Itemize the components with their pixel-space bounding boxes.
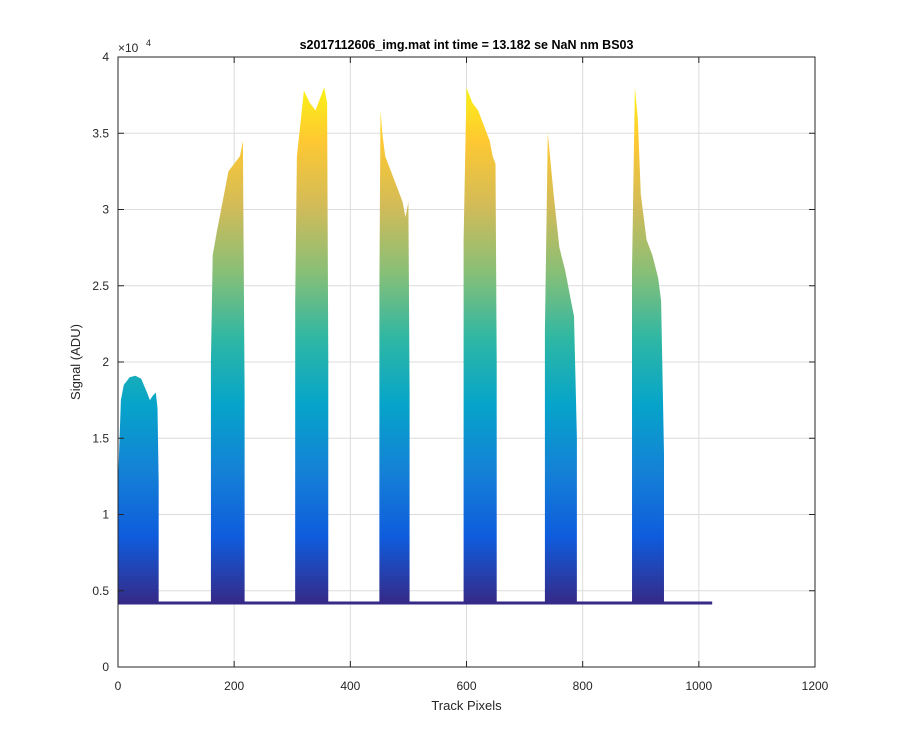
x-tick-label: 1200 bbox=[802, 679, 829, 693]
y-tick-label: 0 bbox=[102, 660, 109, 674]
x-tick-labels: 0 200 400 600 800 1000 1200 bbox=[115, 679, 829, 693]
signal-peak-5 bbox=[463, 87, 497, 603]
x-axis-title: Track Pixels bbox=[431, 698, 502, 713]
signal-peak-3 bbox=[295, 87, 329, 603]
y-tick-label: 1.5 bbox=[92, 431, 109, 445]
signal-peak-6 bbox=[544, 133, 577, 603]
y-tick-label: 3.5 bbox=[92, 126, 109, 140]
x-tick-label: 0 bbox=[115, 679, 122, 693]
y-exponent-base: ×10 bbox=[118, 41, 139, 55]
signal-peak-4 bbox=[379, 110, 410, 603]
x-tick-label: 200 bbox=[224, 679, 244, 693]
y-exponent-power: 4 bbox=[146, 38, 151, 48]
y-tick-labels: 0 0.5 1 1.5 2 2.5 3 3.5 4 bbox=[92, 50, 109, 674]
signal-peak-7 bbox=[632, 87, 664, 603]
x-tick-label: 600 bbox=[456, 679, 476, 693]
axes bbox=[117, 56, 816, 668]
signal-peak-2 bbox=[210, 140, 245, 603]
y-tick-label: 4 bbox=[102, 50, 109, 64]
x-tick-label: 800 bbox=[573, 679, 593, 693]
y-axis-title: Signal (ADU) bbox=[68, 324, 83, 400]
y-tick-label: 2.5 bbox=[92, 279, 109, 293]
x-tick-label: 400 bbox=[340, 679, 360, 693]
chart-title: s2017112606_img.mat int time = 13.182 se… bbox=[300, 38, 634, 52]
x-tick-label: 1000 bbox=[685, 679, 712, 693]
series-layer bbox=[118, 87, 713, 605]
y-tick-label: 0.5 bbox=[92, 584, 109, 598]
y-tick-label: 3 bbox=[102, 203, 109, 217]
signal-peak-1 bbox=[118, 375, 159, 603]
y-tick-label: 1 bbox=[102, 508, 109, 522]
y-tick-label: 2 bbox=[102, 355, 109, 369]
